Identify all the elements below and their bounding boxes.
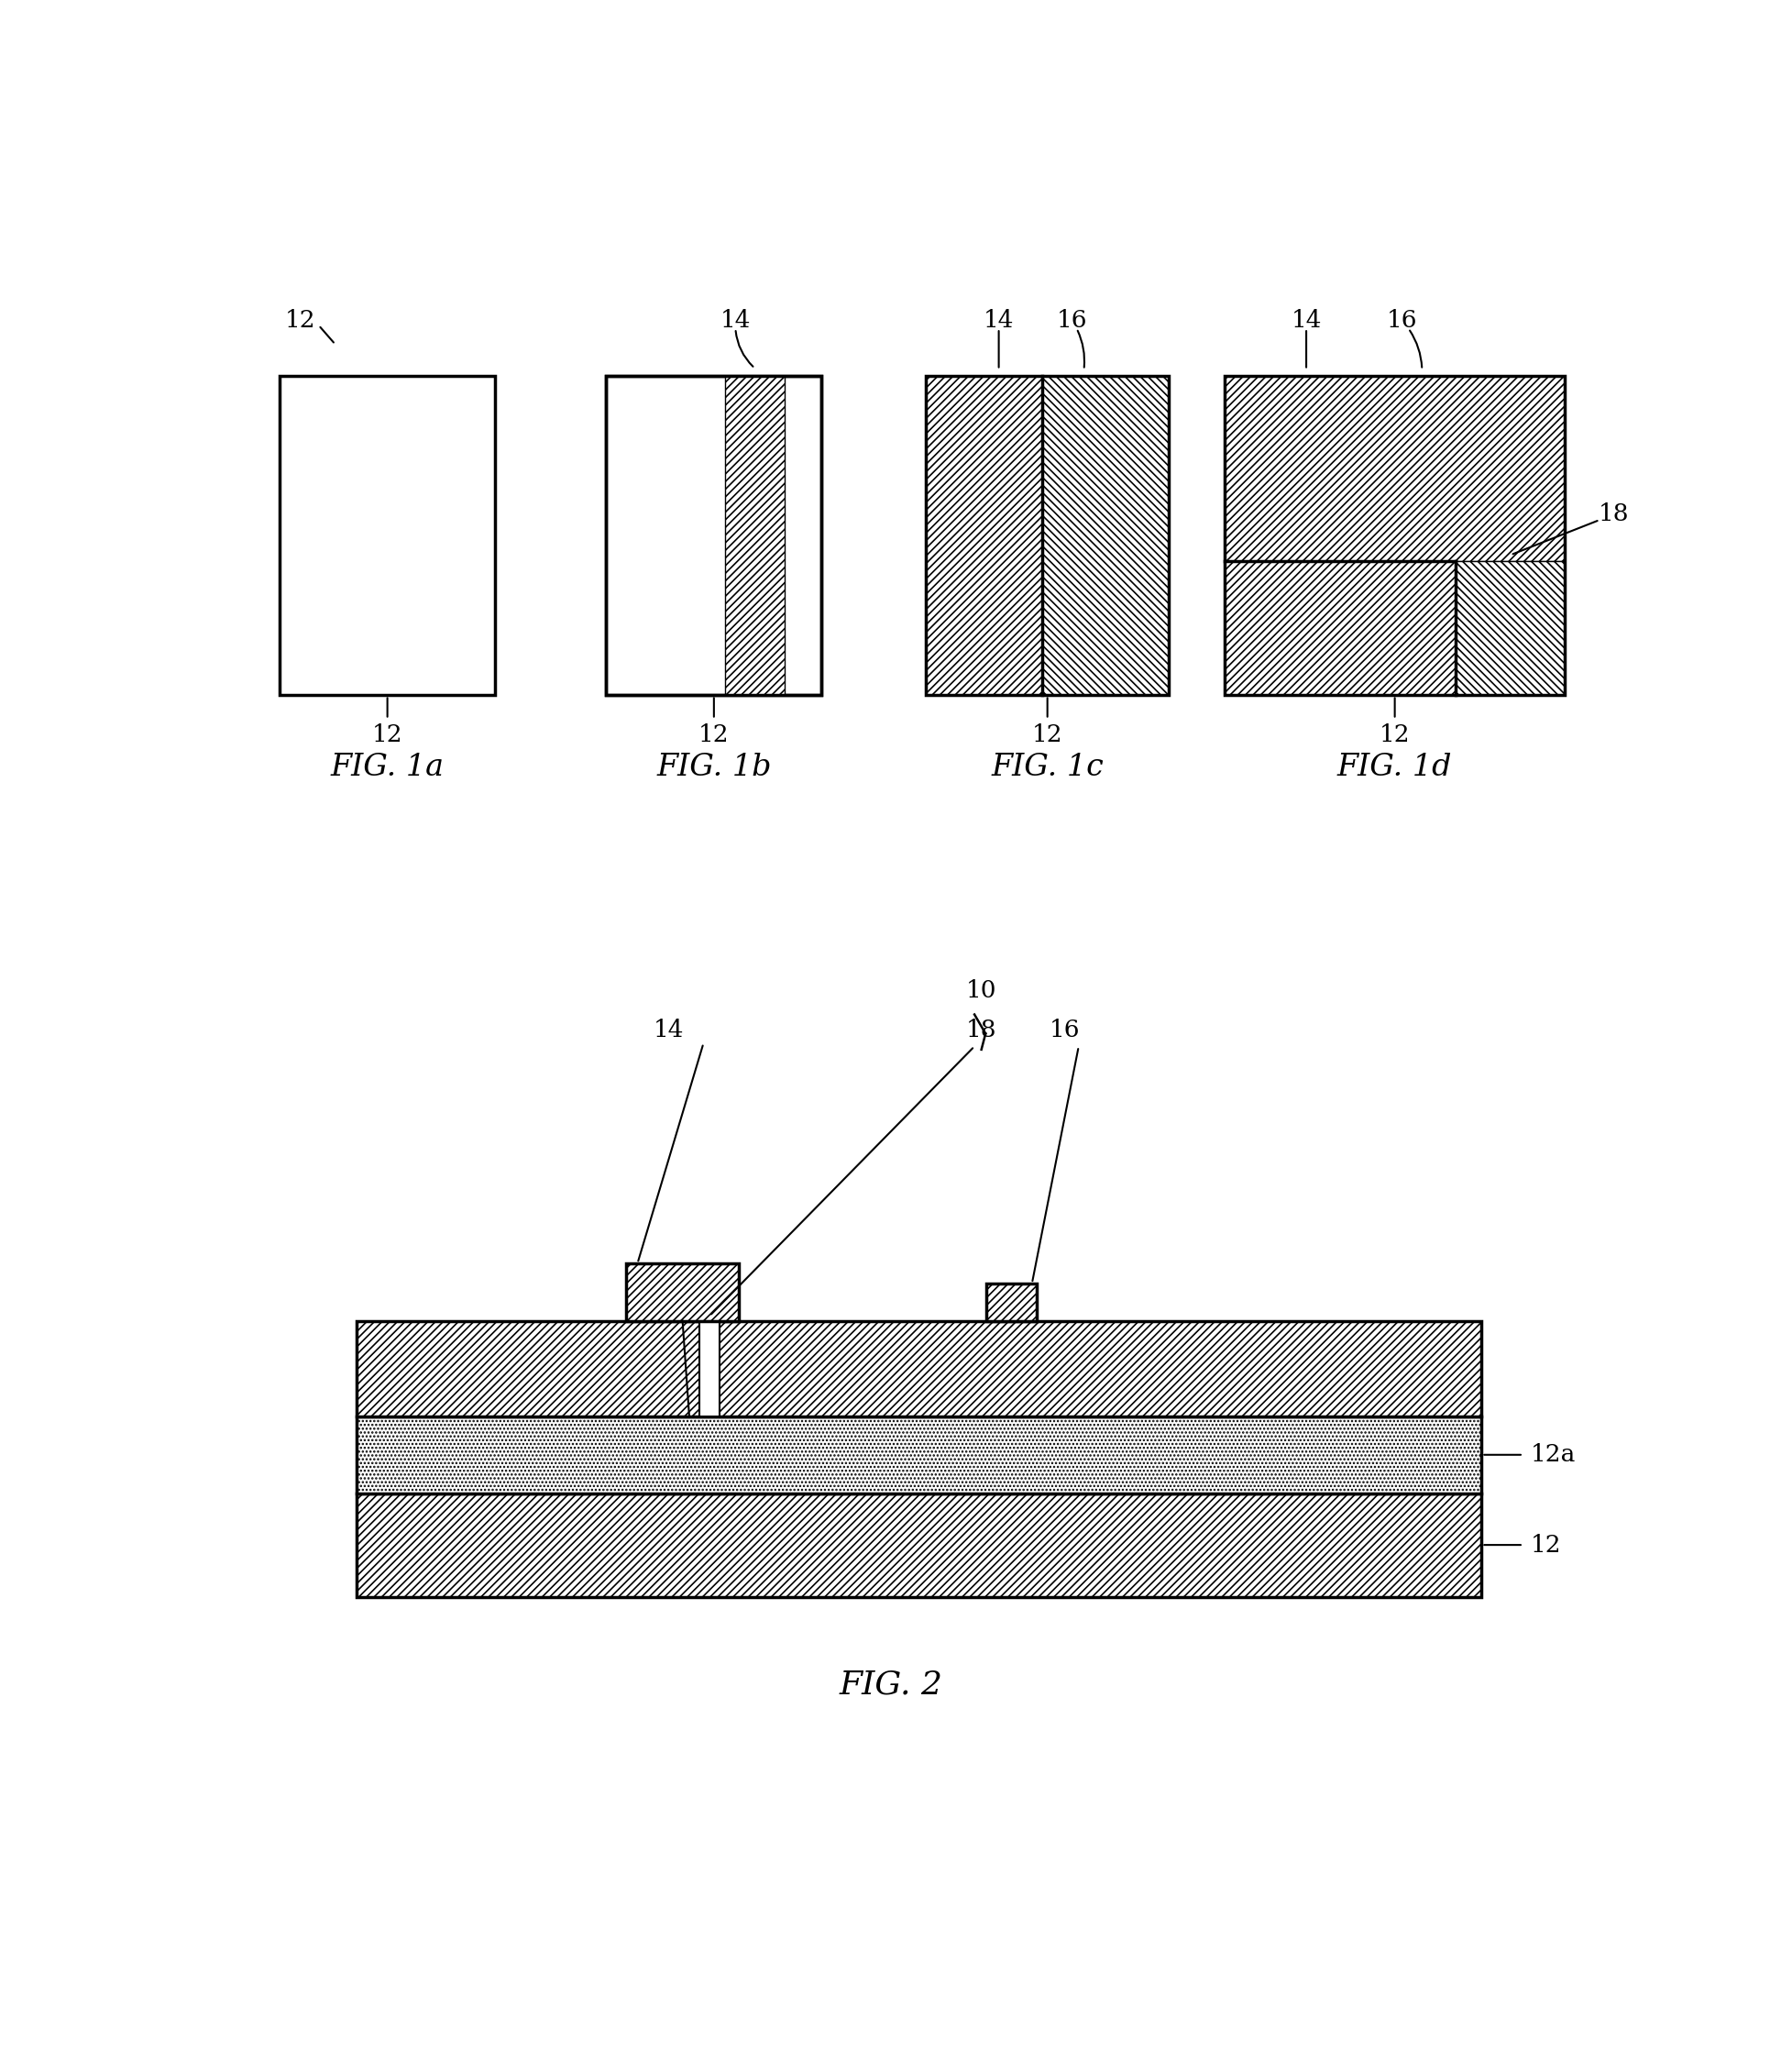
Text: 12a: 12a (1530, 1444, 1575, 1467)
Text: FIG. 1a: FIG. 1a (330, 752, 444, 781)
Bar (357, 1494, 1480, 1598)
Text: 12: 12 (1530, 1533, 1561, 1556)
Text: 12: 12 (1378, 723, 1410, 746)
Bar (986, 1283, 1036, 1320)
Text: FIG. 1c: FIG. 1c (991, 752, 1104, 781)
Text: 12: 12 (285, 309, 315, 332)
Text: 18: 18 (1597, 501, 1629, 524)
Bar (925, 377, 1168, 696)
Bar (625, 1264, 738, 1320)
Bar (1224, 377, 1564, 562)
Bar (280, 377, 495, 696)
Text: FIG. 2: FIG. 2 (839, 1668, 943, 1701)
Text: FIG. 1b: FIG. 1b (656, 752, 771, 781)
Bar (986, 1283, 1036, 1320)
Bar (724, 377, 785, 696)
Text: 10: 10 (966, 980, 996, 1003)
Bar (606, 377, 821, 696)
Bar (699, 1320, 719, 1417)
Bar (625, 1264, 738, 1320)
Bar (1041, 377, 1168, 696)
Text: FIG. 1d: FIG. 1d (1337, 752, 1452, 781)
Bar (606, 377, 821, 696)
Text: 12: 12 (371, 723, 403, 746)
Text: 12: 12 (1032, 723, 1063, 746)
Text: 14: 14 (1290, 309, 1321, 332)
Bar (357, 1320, 1480, 1417)
Text: 12: 12 (699, 723, 729, 746)
Text: 16: 16 (1385, 309, 1416, 332)
Bar (357, 1320, 1480, 1417)
Text: 14: 14 (720, 309, 751, 332)
Bar (1224, 562, 1455, 696)
Bar (357, 1417, 1480, 1494)
Text: 16: 16 (1055, 309, 1086, 332)
Text: 14: 14 (982, 309, 1014, 332)
Bar (925, 377, 1041, 696)
Bar (1224, 377, 1564, 696)
Text: 14: 14 (652, 1019, 685, 1042)
Bar (1455, 562, 1564, 696)
Text: 18: 18 (966, 1019, 996, 1042)
Text: 16: 16 (1048, 1019, 1079, 1042)
